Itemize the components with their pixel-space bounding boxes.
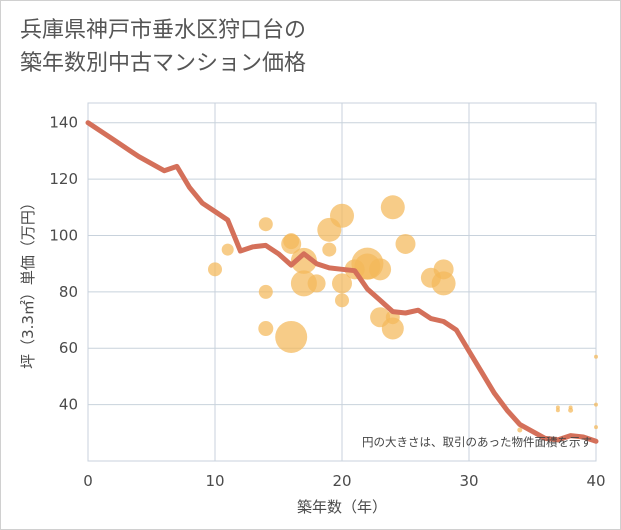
x-axis-title: 築年数（年） [297,498,387,516]
bubble-point [258,284,273,299]
bubble-point [555,405,560,410]
bubble-point [594,354,598,359]
bubble-point [322,242,337,257]
average-price-line [85,120,599,444]
bubble-point [275,320,308,353]
chart-title: 兵庫県神戸市垂水区狩口台の 築年数別中古マンション価格 [20,14,306,80]
bubble-point [594,402,598,407]
bubble-point [395,233,416,254]
x-tick-label: 20 [332,472,351,490]
x-tick-label: 0 [83,472,93,490]
bubble-point [380,195,405,220]
x-tick-label: 40 [586,472,605,490]
bubble-size-note: 円の大きさは、取引のあった物件面積を示す [362,435,592,449]
chart-title-line1: 兵庫県神戸市垂水区狩口台の [20,18,307,43]
bubble-point [369,258,392,281]
transaction-bubbles [208,195,598,433]
bubble-point [332,273,352,294]
y-tick-label: 40 [59,396,78,414]
bubble-point [568,405,573,410]
bubble-point [330,203,354,228]
grid-lines [87,103,597,461]
bubble-point [381,317,404,340]
bubble-point [431,271,456,296]
bubble-point [335,293,349,308]
bubble-point [568,407,574,413]
y-tick-labels: 40 60 80 100 120 140 [49,114,78,414]
bubble-point [221,243,234,256]
y-tick-label: 120 [49,170,78,188]
y-tick-label: 60 [59,339,78,357]
x-tick-labels: 0 10 20 30 40 [83,472,605,490]
bubble-point [258,217,273,232]
bubble-point [594,425,598,430]
bubble-point [517,427,523,433]
bubble-point [290,247,317,274]
y-tick-label: 140 [49,114,78,132]
x-tick-label: 10 [205,472,224,490]
y-tick-label: 100 [49,226,78,244]
bubble-point [281,233,302,254]
bubble-point [258,321,274,337]
chart-title-line2: 築年数別中古マンション価格 [20,51,307,76]
bubble-point [208,262,222,277]
x-tick-label: 30 [459,472,478,490]
y-tick-label: 80 [59,283,78,301]
bubble-point [555,408,560,413]
bubble-point [307,274,326,293]
y-axis-title: 坪（3.3㎡）単価（万円） [19,195,37,369]
